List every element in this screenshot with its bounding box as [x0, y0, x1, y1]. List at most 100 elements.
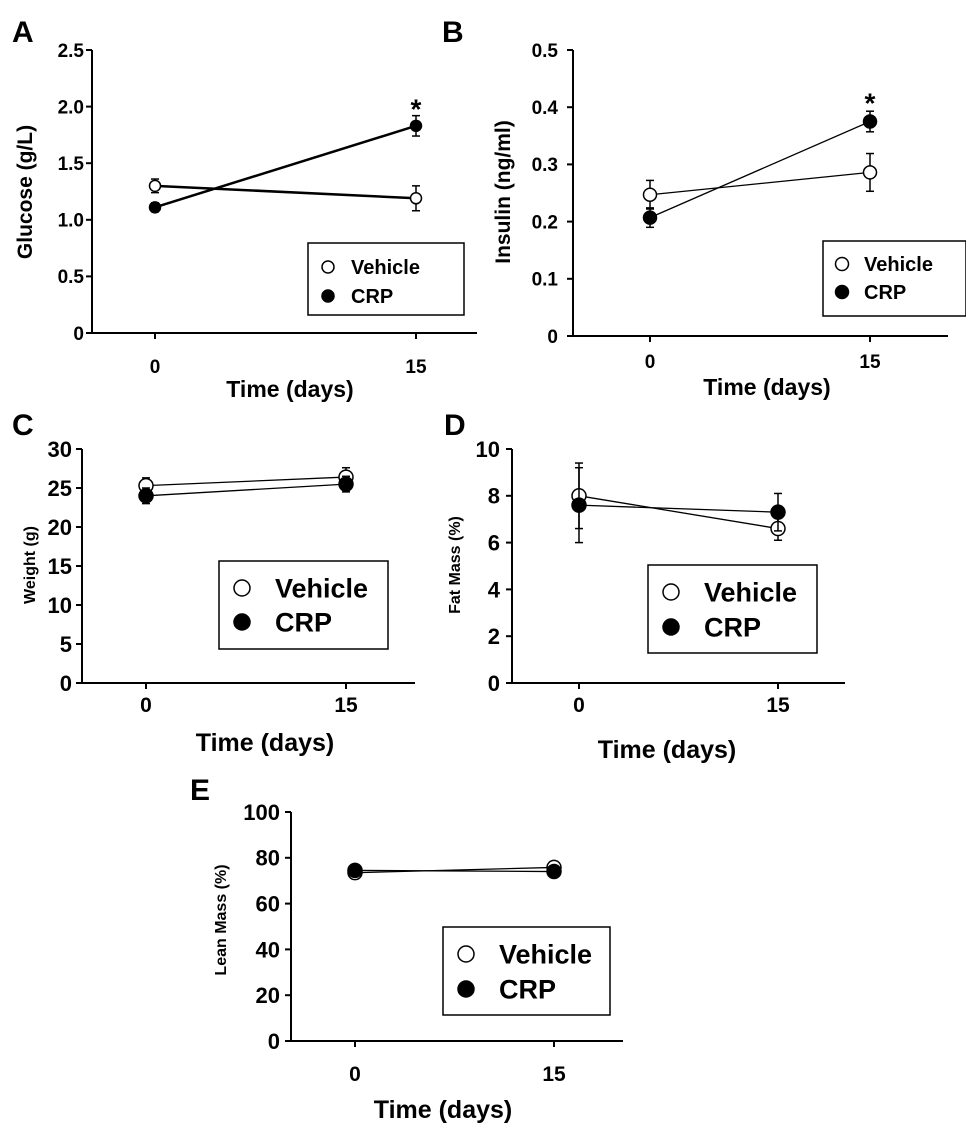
series-line — [145, 483, 347, 497]
chart-panel-a: A 0 0.5 1.0 1.5 2.0 2.5 0 15 Time (days) Glucose (… — [12, 16, 477, 402]
legend-marker — [457, 980, 475, 998]
series-line — [649, 171, 871, 196]
x-axis-label: Time (days) — [598, 736, 736, 764]
data-point — [409, 119, 423, 133]
y-tick-label: 5 — [60, 632, 72, 657]
y-tick-label: 0 — [60, 671, 72, 696]
legend-marker — [662, 618, 680, 636]
legend-marker — [662, 583, 680, 601]
y-axis-label: Glucose (g/L) — [14, 125, 37, 259]
legend-label: Vehicle — [275, 574, 368, 604]
legend-label: CRP — [351, 286, 393, 308]
legend-label: CRP — [499, 975, 556, 1005]
y-tick-label: 1.0 — [58, 211, 84, 232]
legend-label: Vehicle — [864, 254, 933, 276]
data-point — [338, 476, 354, 492]
panel-letter: D — [444, 409, 466, 442]
y-tick-label: 30 — [48, 437, 72, 462]
panel-letter: B — [442, 16, 464, 49]
x-tick-label: 0 — [140, 694, 152, 717]
y-tick-label: 15 — [48, 554, 72, 579]
chart-panel-d: D 0 2 4 6 8 10 0 15 Time (days) Fat Mass (%) Vehicl… — [444, 409, 845, 764]
series-line — [354, 869, 555, 873]
x-tick-label: 15 — [859, 352, 881, 373]
y-tick-label: 80 — [256, 846, 280, 871]
legend: Vehicle CRP — [822, 240, 966, 317]
significance-star: * — [865, 88, 876, 119]
legend-marker — [834, 284, 850, 300]
y-tick-label: 10 — [476, 437, 500, 462]
x-tick-label: 15 — [405, 357, 427, 378]
series-line — [154, 124, 417, 209]
x-tick-label: 15 — [542, 1063, 566, 1086]
data-point — [148, 179, 162, 193]
data-point — [642, 210, 658, 225]
series-vehicle — [148, 178, 423, 212]
legend-box — [307, 242, 465, 316]
data-point — [546, 863, 562, 880]
legend: Vehicle CRP — [442, 926, 611, 1016]
legend-label: Vehicle — [351, 257, 420, 279]
y-tick-label: 2.0 — [58, 97, 84, 118]
series-crp — [148, 114, 423, 214]
y-tick-label: 6 — [488, 531, 500, 556]
y-tick-label: 1.5 — [58, 154, 85, 175]
series-line — [578, 495, 779, 530]
legend-marker — [834, 256, 850, 272]
y-tick-label: 0.1 — [532, 270, 559, 291]
series-crp — [642, 110, 878, 229]
legend-marker — [321, 260, 335, 274]
panel-letter: C — [12, 409, 34, 442]
legend-box — [442, 926, 611, 1016]
legend: Vehicle CRP — [647, 564, 818, 654]
panel-letter: A — [12, 16, 34, 49]
y-tick-label: 4 — [488, 577, 501, 602]
y-tick-label: 0 — [268, 1029, 280, 1054]
series-crp — [138, 475, 354, 505]
x-tick-label: 0 — [573, 694, 585, 717]
data-point — [862, 114, 878, 129]
data-point — [347, 862, 363, 879]
y-tick-label: 2 — [488, 624, 500, 649]
x-axis-label: Time (days) — [374, 1096, 512, 1124]
legend-marker — [457, 945, 475, 963]
x-tick-label: 15 — [766, 694, 790, 717]
y-tick-label: 100 — [243, 800, 280, 825]
series-line — [649, 120, 871, 219]
legend-marker — [233, 613, 251, 631]
y-tick-label: 0 — [547, 327, 558, 348]
legend-box — [218, 560, 389, 650]
series-line — [354, 866, 555, 874]
legend: Vehicle CRP — [218, 560, 389, 650]
chart-panel-b: B 0 0.1 0.2 0.3 0.4 0.5 0 15 Time (days) Insulin (… — [442, 16, 966, 400]
y-tick-label: 0.5 — [58, 267, 85, 288]
y-tick-label: 40 — [256, 937, 280, 962]
y-tick-label: 20 — [256, 983, 280, 1008]
series-vehicle — [642, 152, 878, 210]
x-axis-label: Time (days) — [703, 374, 830, 400]
legend-marker — [321, 289, 335, 303]
series-line — [145, 476, 347, 487]
y-tick-label: 0.3 — [532, 155, 558, 176]
legend-label: CRP — [275, 608, 332, 638]
legend-label: Vehicle — [499, 940, 592, 970]
y-tick-label: 10 — [48, 593, 72, 618]
y-tick-label: 0.2 — [532, 212, 558, 233]
y-tick-label: 8 — [488, 484, 500, 509]
legend: Vehicle CRP — [307, 242, 465, 316]
y-tick-label: 0.4 — [532, 98, 559, 119]
legend-label: Vehicle — [704, 578, 797, 608]
data-point — [148, 201, 162, 214]
x-tick-label: 0 — [349, 1063, 361, 1086]
series-crp — [571, 466, 786, 544]
data-point — [770, 504, 786, 520]
x-axis-label: Time (days) — [196, 729, 334, 757]
data-point — [409, 192, 423, 205]
series-crp — [347, 862, 562, 880]
legend-label: CRP — [704, 613, 761, 643]
y-axis-label: Insulin (ng/ml) — [492, 120, 515, 263]
legend-marker — [233, 579, 251, 597]
x-axis-label: Time (days) — [226, 376, 353, 402]
